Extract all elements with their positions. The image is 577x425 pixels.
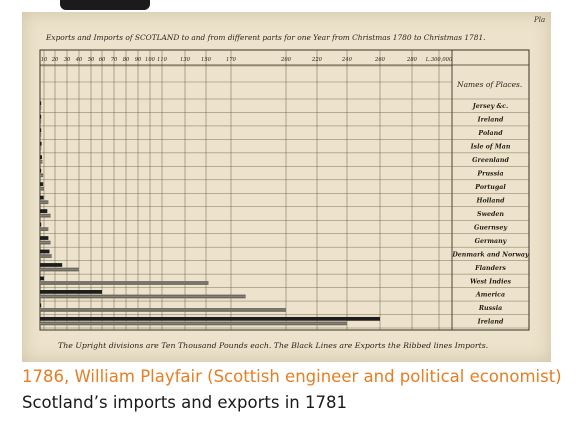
plate-corner-mark: Pla: [533, 16, 545, 24]
category-label: West Indies: [470, 278, 512, 285]
category-label: America: [475, 292, 505, 299]
export-bar: [40, 182, 44, 187]
x-tick-label: 100: [145, 57, 156, 63]
category-label: Isle of Man: [470, 144, 511, 151]
export-bar: [40, 209, 48, 213]
cropped-heading-fragment: [60, 0, 150, 10]
x-tick-label: 170: [226, 57, 237, 63]
x-tick-label: 220: [311, 57, 323, 63]
category-label: Portugal: [474, 184, 506, 191]
x-tick-label: 30: [64, 57, 71, 63]
category-label: Sweden: [477, 211, 504, 218]
x-tick-label: 80: [123, 57, 130, 63]
category-label: Germany: [475, 238, 508, 245]
category-label: Flanders: [474, 265, 506, 272]
page-top-strip: [0, 0, 577, 12]
caption-author: 1786, William Playfair (Scottish enginee…: [22, 367, 562, 386]
chart-title: Exports and Imports of SCOTLAND to and f…: [45, 33, 486, 42]
export-bar: [40, 155, 42, 160]
category-label: Guernsey: [474, 224, 508, 231]
category-label: Jersey &c.: [472, 103, 508, 110]
category-label: Poland: [477, 130, 503, 137]
export-bar: [40, 222, 42, 227]
x-tick-label: 20: [51, 57, 59, 63]
category-label: Ireland: [477, 319, 504, 326]
x-tick-label: 280: [406, 57, 418, 63]
export-bar: [40, 290, 102, 294]
category-label: Denmark and Norway: [451, 251, 530, 258]
export-bar: [40, 263, 63, 267]
x-tick-label: L.300,000: [425, 57, 453, 63]
category-label: Ireland: [477, 117, 504, 124]
x-tick-label: 240: [341, 57, 353, 63]
x-tick-label: 50: [88, 57, 95, 63]
export-bar: [40, 128, 42, 133]
x-tick-label: 40: [75, 57, 83, 63]
playfair-chart-plate: 10 20 30 40 50 60 70 80 90 100 110 130 150 170 200 220 2…: [22, 12, 551, 362]
x-tick-label: 60: [99, 57, 106, 63]
export-bar: [40, 303, 42, 308]
export-bar: [40, 101, 42, 106]
export-import-chart: 10 20 30 40 50 60 70 80 90 100 110 130 150 170 200 220 2…: [39, 16, 545, 350]
export-bar: [40, 276, 44, 281]
x-tick-label: 150: [201, 57, 212, 63]
chart-footer-note: The Upright divisions are Ten Thousand P…: [58, 341, 488, 350]
category-label: Greenland: [472, 157, 509, 164]
names-of-places-heading: Names of Places.: [456, 80, 522, 89]
x-tick-label: 130: [180, 57, 191, 63]
category-label: Prussia: [476, 171, 503, 178]
x-tick-label: 90: [135, 57, 142, 63]
x-tick-label: 70: [111, 57, 118, 63]
export-bar: [40, 195, 44, 200]
export-bar: [40, 141, 42, 146]
category-label: Holland: [476, 197, 506, 204]
export-bar: [40, 168, 42, 173]
export-bar: [40, 236, 49, 240]
x-tick-label: 110: [157, 57, 168, 63]
plot-frame: [39, 49, 530, 331]
export-bar: [40, 249, 50, 254]
x-tick-label: 260: [374, 57, 386, 63]
export-bar: [40, 114, 42, 119]
export-bar: [40, 316, 380, 321]
x-tick-label: 200: [280, 57, 292, 63]
caption-subject: Scotland’s imports and exports in 1781: [22, 393, 347, 412]
x-tick-label: 10: [41, 57, 48, 63]
category-label: Russia: [478, 305, 502, 312]
